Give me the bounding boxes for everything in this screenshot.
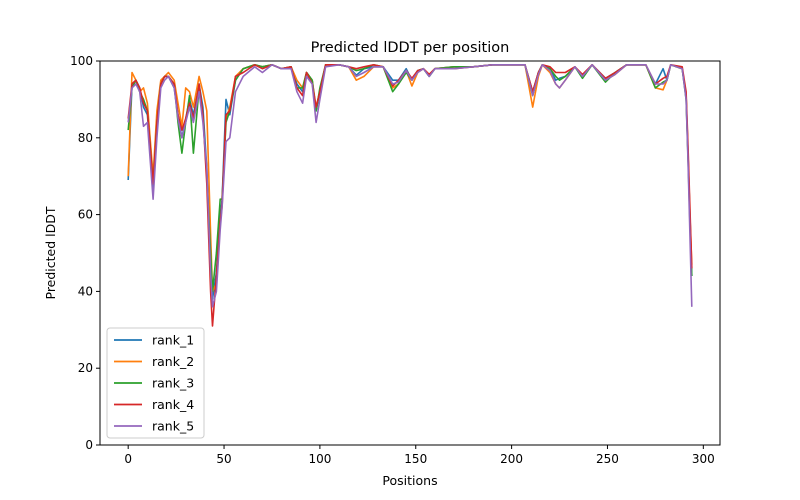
y-axis: 0 20 40 60 80 100 <box>70 54 100 452</box>
y-tick-label: 100 <box>70 54 93 68</box>
x-tick-label: 50 <box>216 452 231 466</box>
legend-label: rank_2 <box>152 354 194 369</box>
x-tick-label: 250 <box>596 452 619 466</box>
x-tick-label: 150 <box>404 452 427 466</box>
y-tick-label: 80 <box>78 131 93 145</box>
y-tick-label: 20 <box>78 361 93 375</box>
x-tick-label: 300 <box>692 452 715 466</box>
x-axis-label: Positions <box>382 473 437 488</box>
x-axis: 0 50 100 150 200 250 300 <box>124 445 715 466</box>
legend-label: rank_5 <box>152 419 194 434</box>
y-tick-label: 40 <box>78 284 93 298</box>
y-axis-label: Predicted lDDT <box>43 206 58 299</box>
series-lines <box>127 64 693 327</box>
x-tick-label: 0 <box>124 452 132 466</box>
y-tick-label: 0 <box>85 438 93 452</box>
series-line-rank-5 <box>127 64 693 308</box>
axes-frame <box>99 60 721 446</box>
x-tick-label: 100 <box>308 452 331 466</box>
legend-label: rank_1 <box>152 333 194 348</box>
y-tick-label: 60 <box>78 208 93 222</box>
x-tick-label: 200 <box>500 452 523 466</box>
legend-label: rank_4 <box>152 397 194 412</box>
chart-title: Predicted lDDT per position <box>311 40 510 56</box>
legend-label: rank_3 <box>152 376 194 391</box>
legend-frame <box>106 327 205 439</box>
legend: rank_1 rank_2 rank_3 rank_4 rank_5 <box>106 327 205 439</box>
